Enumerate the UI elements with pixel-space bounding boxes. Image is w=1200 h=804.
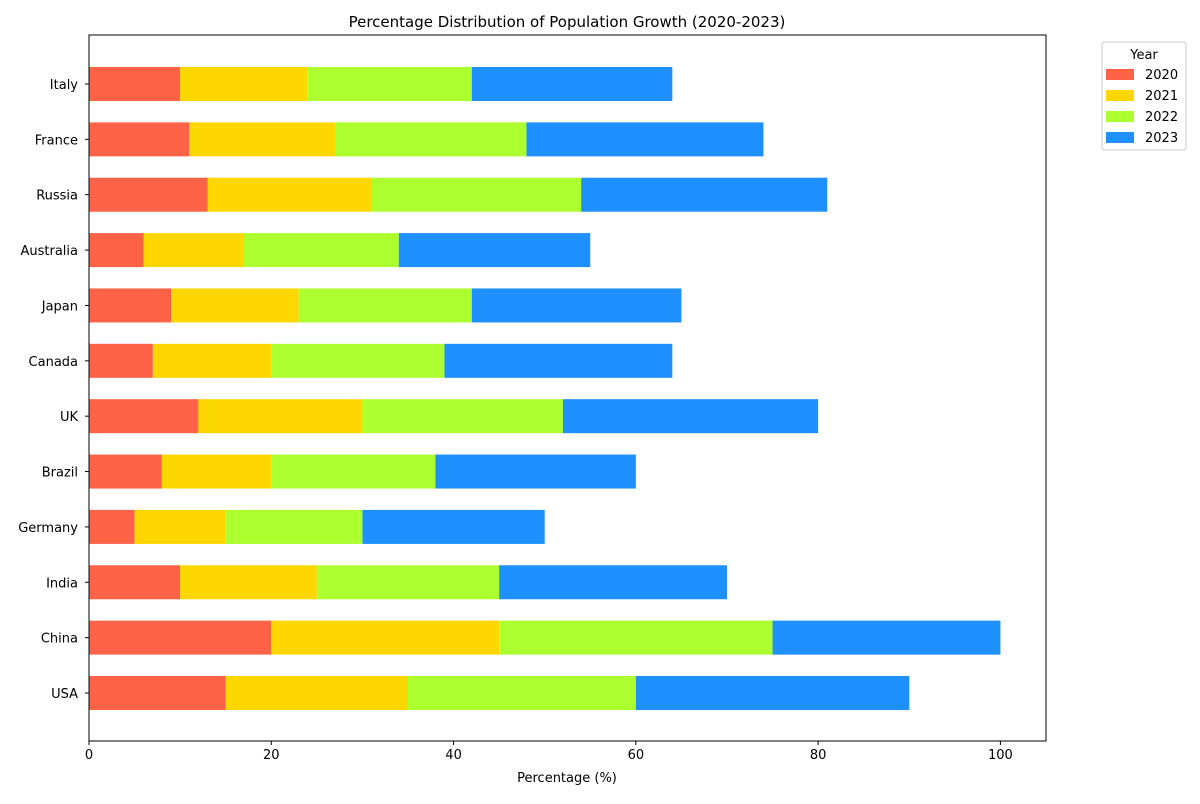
legend-label-2020: 2020	[1145, 68, 1178, 83]
bar-italy-2023	[471, 67, 673, 101]
bar-japan-2021	[171, 288, 299, 323]
bar-brazil-2021	[161, 454, 272, 489]
bar-france-2020	[89, 122, 190, 157]
bar-italy-2022	[307, 67, 472, 101]
bar-usa-2021	[225, 676, 408, 710]
bar-uk-2022	[362, 399, 563, 434]
legend-label-2022: 2022	[1145, 110, 1178, 125]
bar-china-2022	[499, 620, 773, 655]
bar-germany-2020	[89, 509, 135, 544]
bar-russia-2020	[89, 177, 208, 212]
bar-india-2023	[499, 565, 727, 600]
bar-australia-2022	[243, 233, 399, 268]
bar-india-2022	[316, 565, 500, 600]
bar-japan-2023	[471, 288, 682, 323]
bar-india-2021	[180, 565, 317, 600]
x-axis: 0 20 40 60 80 100	[85, 741, 1013, 763]
bar-germany-2023	[362, 509, 545, 544]
x-tick-label: 0	[85, 748, 93, 763]
bar-china-2020	[89, 620, 272, 655]
bar-uk-2023	[562, 399, 819, 434]
y-tick-label: India	[46, 576, 78, 591]
bar-usa-2020	[89, 676, 226, 710]
x-tick-label: 100	[988, 748, 1013, 763]
y-tick-label: Russia	[36, 189, 78, 204]
bar-brazil-2020	[89, 454, 162, 489]
bar-canada-2022	[271, 343, 445, 378]
legend-swatch-2023	[1106, 132, 1134, 143]
legend-label-2023: 2023	[1145, 131, 1178, 146]
bar-russia-2021	[207, 177, 372, 212]
chart-title: Percentage Distribution of Population Gr…	[349, 13, 786, 31]
legend-label-2021: 2021	[1145, 89, 1178, 104]
bar-australia-2020	[89, 233, 144, 268]
bar-italy-2021	[180, 67, 308, 101]
bar-brazil-2023	[435, 454, 636, 489]
bar-usa-2022	[408, 676, 636, 710]
legend: Year 2020 2021 2022 2023	[1101, 41, 1187, 151]
bar-australia-2021	[143, 233, 244, 268]
bar-canada-2020	[89, 343, 153, 378]
bar-japan-2020	[89, 288, 172, 323]
y-tick-label: China	[41, 632, 78, 647]
y-tick-label: Italy	[50, 78, 79, 93]
bar-canada-2023	[444, 343, 673, 378]
y-tick-label: Canada	[29, 355, 78, 370]
x-tick-label: 40	[445, 748, 462, 763]
bar-france-2021	[189, 122, 336, 157]
bar-france-2022	[335, 122, 527, 157]
y-tick-label: Brazil	[42, 466, 78, 481]
bar-canada-2021	[152, 343, 272, 378]
y-axis: USA China India Germany Brazil UK Canada Japan A…	[18, 78, 89, 702]
legend-swatch-2022	[1106, 111, 1134, 122]
legend-swatch-2020	[1106, 69, 1134, 80]
legend-title: Year	[1129, 48, 1158, 63]
legend-swatch-2021	[1106, 90, 1134, 101]
y-tick-label: Japan	[41, 299, 78, 314]
bar-italy-2020	[89, 67, 181, 101]
bar-japan-2022	[298, 288, 472, 323]
bar-china-2021	[271, 620, 500, 655]
y-tick-label: France	[35, 133, 78, 148]
bar-france-2023	[526, 122, 764, 157]
x-tick-label: 80	[810, 748, 827, 763]
bar-brazil-2022	[271, 454, 436, 489]
bar-india-2020	[89, 565, 181, 600]
bar-australia-2023	[398, 233, 591, 268]
x-tick-label: 60	[628, 748, 645, 763]
x-axis-label: Percentage (%)	[517, 771, 617, 786]
bar-uk-2020	[89, 399, 199, 434]
bar-germany-2022	[225, 509, 363, 544]
bar-china-2023	[772, 620, 1001, 655]
y-tick-label: UK	[60, 410, 79, 425]
bar-russia-2022	[371, 177, 582, 212]
bars-layer	[89, 67, 1001, 710]
bar-germany-2021	[134, 509, 226, 544]
y-tick-label: Germany	[18, 521, 78, 536]
x-tick-label: 20	[263, 748, 280, 763]
y-tick-label: USA	[51, 687, 78, 702]
plot-frame	[88, 34, 1047, 742]
y-tick-label: Australia	[20, 244, 78, 259]
bar-usa-2023	[635, 676, 910, 710]
bar-russia-2023	[581, 177, 828, 212]
bar-uk-2021	[198, 399, 363, 434]
